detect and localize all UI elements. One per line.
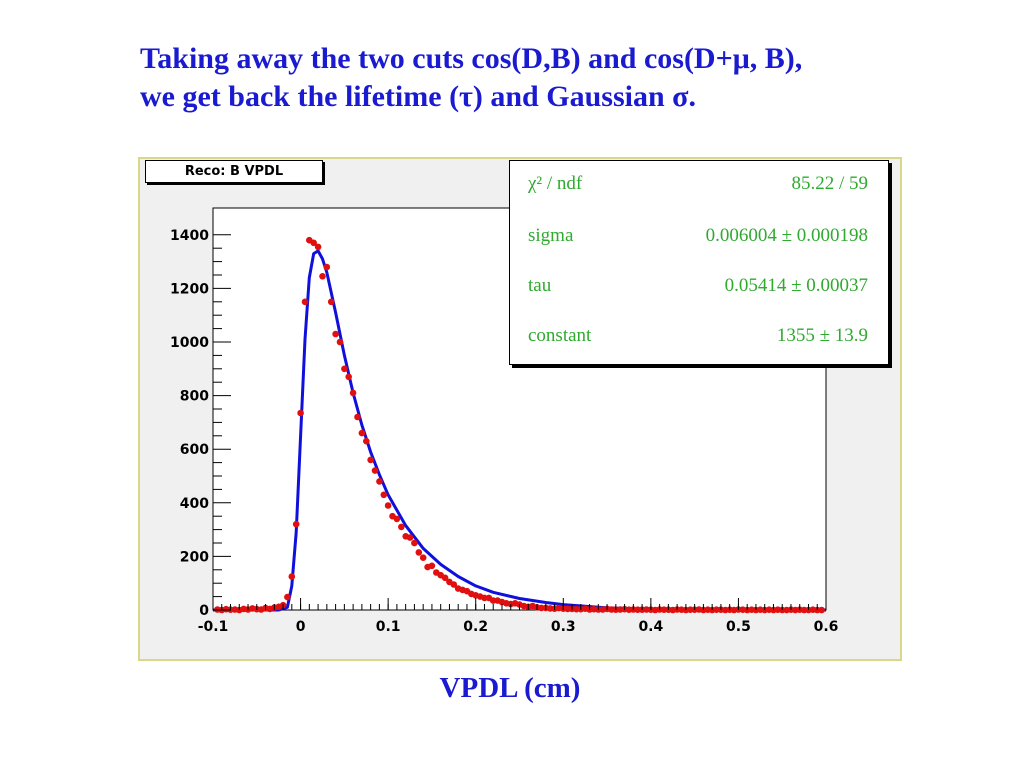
stats-value-sigma: 0.006004 ± 0.000198	[705, 225, 868, 246]
histogram-label: Reco: B VPDL	[145, 160, 323, 183]
stats-value-constant: 1355 ± 13.9	[776, 325, 868, 346]
x-tick-label: 0.2	[463, 619, 488, 635]
data-point	[327, 298, 335, 306]
x-tick-label: -0.1	[198, 619, 229, 635]
x-tick-label: 0.5	[726, 619, 751, 635]
x-tick-label: 0.3	[551, 619, 576, 635]
data-point	[354, 413, 361, 421]
data-point	[818, 606, 825, 614]
stats-row-chi2: χ² / ndf 85.22 / 59	[528, 173, 868, 199]
stats-row-tau: tau 0.05414 ± 0.00037	[528, 275, 868, 301]
slide-title-line-2: we get back the lifetime (τ) and Gaussia…	[140, 80, 696, 113]
x-tick-label: 0.4	[638, 619, 663, 635]
data-point	[419, 554, 427, 561]
data-point	[363, 437, 370, 445]
data-point	[310, 239, 318, 247]
slide-title-line-1: Taking away the two cuts cos(D,B) and co…	[140, 42, 803, 75]
data-point	[301, 298, 309, 306]
stats-box: χ² / ndf 85.22 / 59 sigma 0.006004 ± 0.0…	[509, 160, 889, 365]
y-tick-label: 400	[180, 496, 209, 512]
data-point	[411, 539, 418, 547]
x-tick-label: 0.1	[376, 619, 401, 635]
y-tick-label: 0	[199, 603, 209, 619]
stats-row-sigma: sigma 0.006004 ± 0.000198	[528, 225, 868, 251]
x-axis-title: VPDL (cm)	[439, 672, 581, 704]
data-point	[284, 593, 291, 601]
data-point	[376, 478, 383, 485]
x-tick-label: 0	[296, 619, 306, 635]
data-point	[358, 429, 366, 437]
data-point	[371, 467, 379, 474]
x-tick-label: 0.6	[814, 619, 839, 635]
fit-curve	[213, 249, 826, 612]
data-point	[288, 573, 296, 580]
y-tick-label: 1000	[170, 335, 209, 351]
y-tick-label: 1200	[170, 281, 209, 297]
data-point	[297, 409, 304, 417]
stats-key-sigma: sigma	[528, 225, 574, 246]
stats-key-chi2: χ² / ndf	[528, 173, 583, 194]
data-point	[345, 373, 353, 381]
y-tick-label: 600	[180, 442, 209, 458]
y-tick-label: 1400	[170, 228, 209, 244]
data-point	[406, 534, 414, 541]
stats-row-constant: constant 1355 ± 13.9	[528, 325, 868, 351]
data-point	[332, 330, 339, 338]
data-point	[380, 491, 388, 499]
data-point	[398, 523, 405, 531]
data-point	[393, 515, 401, 523]
data-point	[336, 338, 344, 346]
y-tick-label: 200	[180, 549, 209, 565]
data-point	[428, 562, 436, 570]
data-point	[292, 520, 300, 528]
data-point	[314, 243, 322, 251]
data-point	[367, 456, 374, 464]
slide-title: Taking away the two cuts cos(D,B) and co…	[140, 40, 1000, 116]
data-point	[323, 263, 331, 271]
stats-key-tau: tau	[528, 275, 552, 296]
data-point	[341, 365, 348, 373]
stats-key-constant: constant	[528, 325, 592, 346]
stats-value-tau: 0.05414 ± 0.00037	[724, 275, 868, 296]
data-point	[441, 574, 449, 582]
data-point	[384, 502, 392, 509]
data-point	[319, 273, 326, 280]
data-point	[450, 581, 458, 588]
stats-value-chi2: 85.22 / 59	[791, 173, 868, 194]
y-tick-label: 800	[180, 389, 209, 405]
data-point	[415, 549, 423, 556]
data-point	[349, 389, 357, 397]
